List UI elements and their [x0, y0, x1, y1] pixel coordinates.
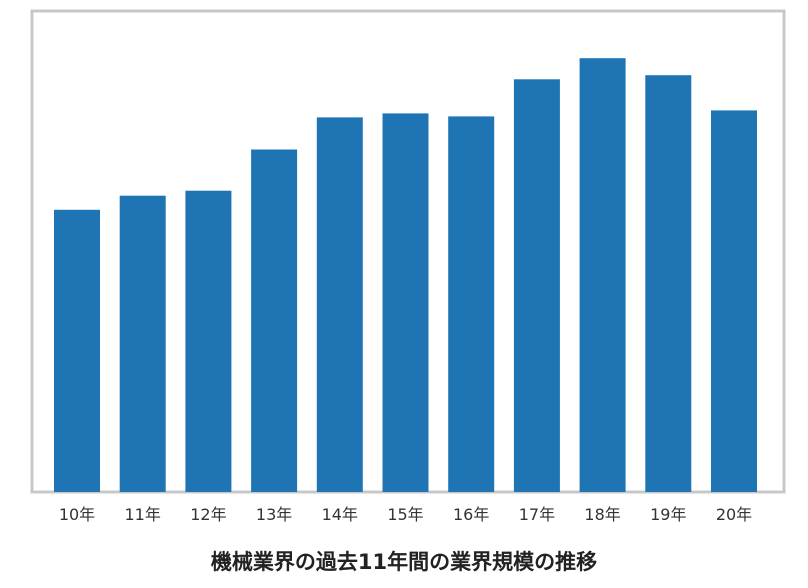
bar-18年 [579, 58, 626, 492]
x-tick-labels: 10年 11年 12年 13年 14年 15年 16年 17年 18年 19年 20年 [59, 505, 752, 524]
bar-20年 [711, 110, 757, 493]
bar-17年 [513, 79, 560, 493]
x-tick-label: 13年 [256, 505, 292, 524]
bar-14年 [316, 117, 363, 493]
x-tick-label: 20年 [716, 505, 752, 524]
chart-caption: 機械業界の過去11年間の業界規模の推移 [210, 550, 598, 574]
bar-12年 [185, 190, 232, 492]
bar-chart: 10年 11年 12年 13年 14年 15年 16年 17年 18年 19年 20年 [30, 9, 786, 524]
x-tick-label: 14年 [322, 505, 358, 524]
x-tick-label: 19年 [650, 505, 686, 524]
bar-10年 [54, 209, 100, 493]
bar-15年 [382, 113, 429, 493]
x-tick-label: 16年 [453, 505, 489, 524]
x-tick-label: 12年 [190, 505, 226, 524]
x-tick-label: 15年 [387, 505, 423, 524]
x-tick-label: 10年 [59, 505, 95, 524]
bar-19年 [645, 75, 692, 492]
bar-13年 [251, 149, 298, 492]
x-tick-label: 11年 [125, 505, 161, 524]
x-tick-label: 18年 [584, 505, 620, 524]
x-tick-label: 17年 [519, 505, 555, 524]
bars-group [54, 58, 757, 493]
bar-16年 [448, 116, 495, 493]
bar-11年 [119, 195, 166, 492]
